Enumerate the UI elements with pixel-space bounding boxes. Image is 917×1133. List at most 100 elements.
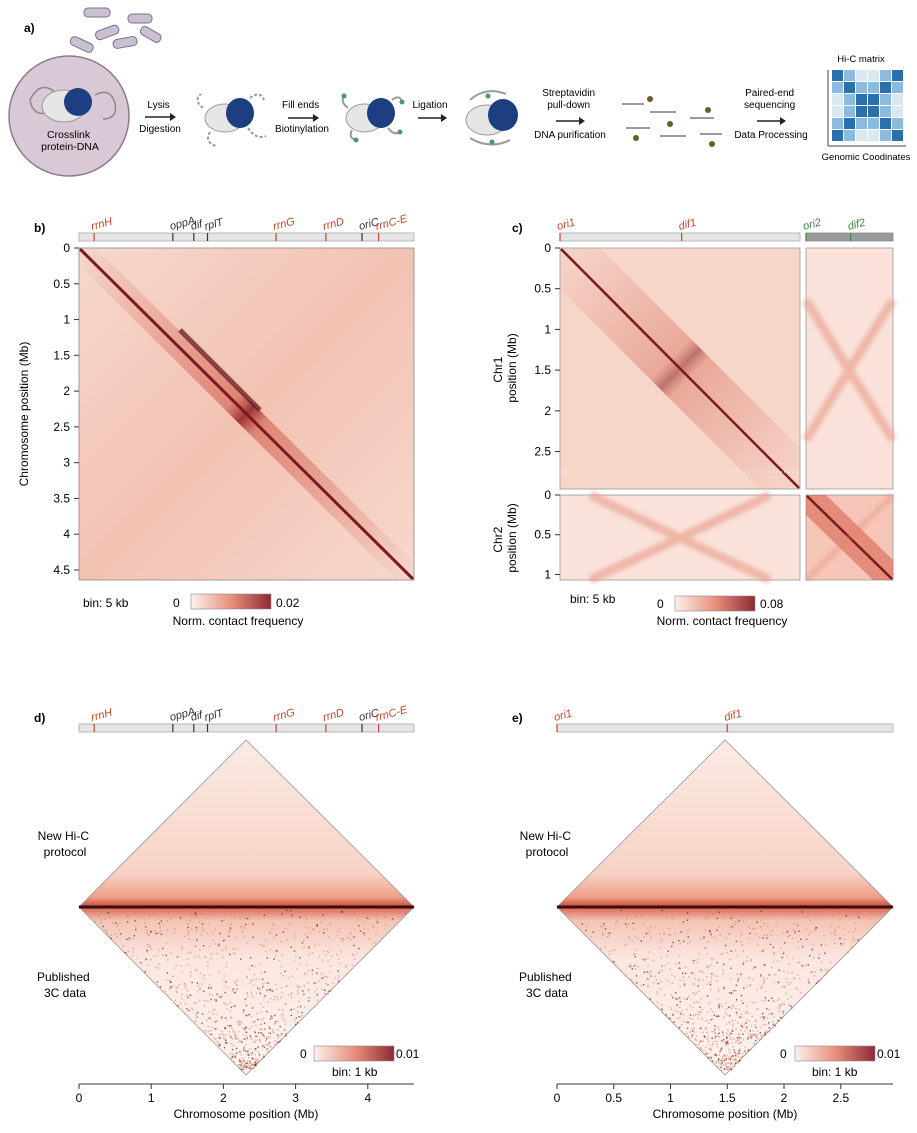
purified-fragments-icon (622, 96, 722, 147)
panel-a: a) Crosslink protein-DNA Lysis (8, 7, 911, 177)
matrix-cell (880, 106, 891, 117)
heatmap-c-chr2-chr1 (559, 490, 801, 585)
svg-text:Lysis Digestion: Lysis Digestion (139, 100, 181, 135)
svg-text:Fill ends Biotinylatio: Fill ends Biotinylation (275, 100, 329, 135)
panel-c-label: c) (512, 221, 523, 235)
matrix-cell (880, 118, 891, 129)
heatmap-c-chr2 (803, 492, 896, 583)
feature-annotations-c: ori1 dif1 ori2 dif2 (556, 217, 867, 241)
matrix-cell (868, 130, 879, 141)
top-label-e: New Hi-C protocol (520, 829, 575, 859)
y-tick-label: 1 (63, 313, 70, 327)
y-tick-label: 1 (544, 567, 551, 581)
y-tick-label: 0.5 (534, 282, 551, 296)
colorbar-c (674, 595, 756, 612)
cell-caption: Crosslink protein-DNA (41, 129, 99, 153)
matrix-cell (844, 130, 855, 141)
bottom-label-e: Published 3C data (519, 970, 575, 1000)
x-tick-label: 2 (781, 1091, 788, 1105)
colorbar-min-e: 0 (780, 1047, 787, 1061)
bin-label-c: bin: 5 kb (570, 592, 616, 606)
matrix-axis-label: Genomic Coodinates (822, 152, 911, 163)
feature-label: rrnD (322, 707, 346, 724)
bottom-label-d: Published 3C data (37, 970, 93, 1000)
feature-label: dif2 (846, 217, 866, 233)
matrix-cell (856, 94, 867, 105)
step-ligation: Ligation (412, 100, 448, 122)
y-tick-label: 0.5 (534, 528, 551, 542)
matrix-cell (868, 94, 879, 105)
hic-matrix-icon: Hi-C matrix Genomic Coodinates (822, 54, 911, 163)
matrix-cell (856, 70, 867, 81)
matrix-cell (844, 82, 855, 93)
colorbar-min-b: 0 (173, 596, 180, 610)
y-tick-label: 2 (544, 404, 551, 418)
colorbar-b (190, 593, 272, 610)
chr1-track (559, 232, 801, 242)
colorbar-max-b: 0.02 (276, 596, 300, 610)
y-axis-c: 0 0.5 1 1.5 2 2.5 0 0.5 1 (534, 241, 560, 581)
step-pulldown: Streptavidin pull-down DNA purification (534, 88, 606, 141)
y-tick-label: 0 (544, 488, 551, 502)
matrix-cell (880, 130, 891, 141)
matrix-cell (868, 118, 879, 129)
bin-label-e: bin: 1 kb (812, 1065, 858, 1079)
step-sequencing: Paired-end sequencing Data Processing (734, 88, 807, 141)
colorbar-max-c: 0.08 (760, 597, 784, 611)
x-tick-label: 2 (220, 1091, 227, 1105)
x-axis-label-d: Chromosome position (Mb) (174, 1107, 319, 1121)
dna-fragments-icon (69, 7, 162, 53)
colorbar-label-c: Norm. contact frequency (657, 614, 788, 628)
genome-track (78, 232, 415, 242)
panel-d-label: d) (34, 711, 45, 725)
heatmap-c-chr1 (559, 247, 801, 490)
panel-e-label: e) (512, 711, 523, 725)
matrix-cell (868, 70, 879, 81)
matrix-cell (844, 118, 855, 129)
complex-ligated-icon (465, 90, 518, 146)
svg-text:Streptavidin pull-down: Streptavidin pull-down DNA purification (534, 88, 606, 141)
x-tick-label: 0 (554, 1091, 561, 1105)
matrix-cell (868, 82, 879, 93)
matrix-cell (892, 106, 903, 117)
y-tick-label: 1.5 (534, 363, 551, 377)
feature-label: rrnC-E (374, 213, 409, 233)
matrix-cell (856, 118, 867, 129)
feature-label: rplT (203, 216, 226, 233)
chr2-track (805, 232, 894, 242)
matrix-cell (844, 94, 855, 105)
panel-b-label: b) (34, 221, 45, 235)
heatmap-b (78, 247, 415, 581)
matrix-cell (832, 94, 843, 105)
chr2-axis-label: Chr2 position (Mb) (491, 503, 519, 572)
svg-text:Paired-end sequencing: Paired-end sequencing Data Processing (734, 88, 807, 141)
matrix-cell (892, 130, 903, 141)
y-tick-label: 1 (544, 322, 551, 336)
feature-label: rrnG (272, 706, 297, 723)
feature-label: rplT (203, 707, 226, 724)
colorbar-min-d: 0 (300, 1047, 307, 1061)
svg-text:Ligation: Ligation (412, 100, 447, 111)
matrix-cell (832, 118, 843, 129)
feature-label: rrnH (90, 707, 114, 724)
y-tick-label: 3.5 (53, 491, 70, 505)
step-lysis: Lysis Digestion (139, 100, 181, 135)
feature-label: dif (189, 218, 204, 233)
complex-icon (196, 93, 267, 147)
feature-label: ori1 (553, 708, 574, 724)
matrix-cell (880, 82, 891, 93)
complex-biotin-icon (341, 93, 405, 143)
feature-annotations-e: ori1 dif1 (553, 708, 743, 732)
colorbar-d (313, 1045, 395, 1062)
feature-label: dif (189, 709, 204, 724)
matrix-cell (868, 106, 879, 117)
matrix-cell (880, 94, 891, 105)
feature-label: ori1 (556, 217, 577, 233)
y-tick-label: 4 (63, 527, 70, 541)
panel-c: c) ori1 dif1 ori2 dif2 0 0.5 1 1.5 2 2.5 0 0.5 1 (491, 217, 897, 628)
y-tick-label: 3 (63, 456, 70, 470)
feature-label: oriC (358, 707, 381, 724)
x-tick-label: 1.5 (719, 1091, 736, 1105)
chr1-axis-label: Chr1 position (Mb) (491, 333, 519, 402)
